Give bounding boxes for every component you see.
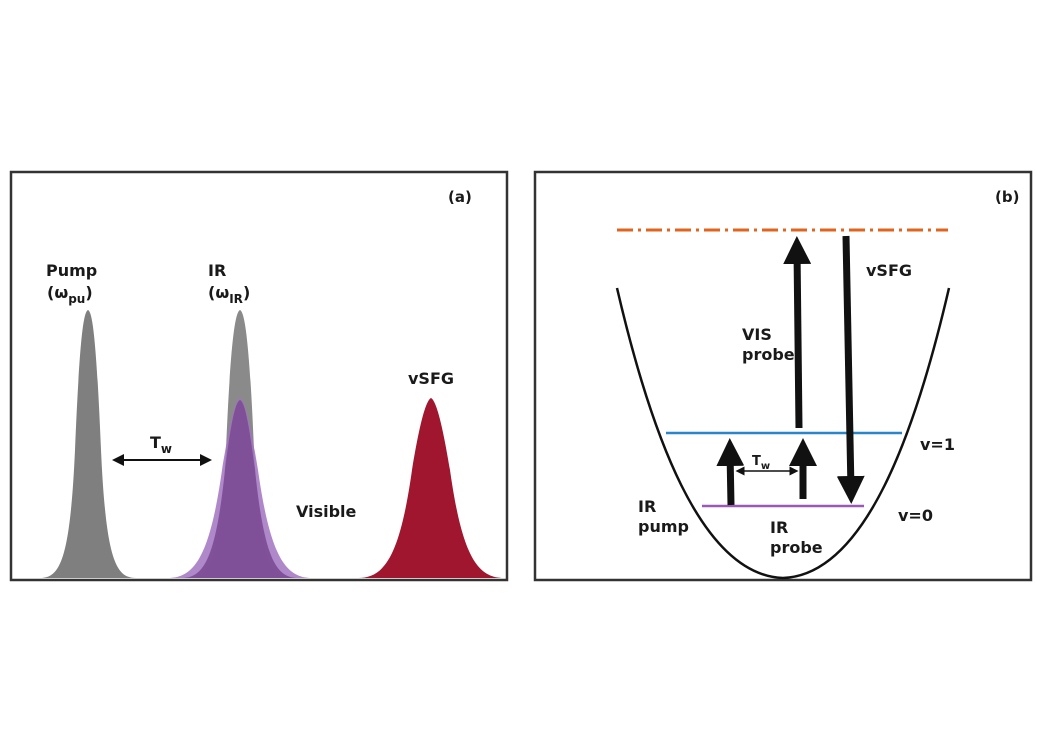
panel-a: (a) Pump (ωpu) IR (ωIR) Tw Visible vSFG: [9, 170, 509, 582]
visible-label: Visible: [296, 502, 357, 521]
ir-pump-label-1: IR: [638, 497, 656, 516]
ir-probe-label-2: probe: [770, 538, 823, 557]
ir-probe-label-1: IR: [770, 518, 788, 537]
panel-b: (b) vSFG VIS probe v=1 v=0 IR pump IR pr…: [533, 170, 1033, 582]
ir-pump-label-2: pump: [638, 517, 689, 536]
ir-pump-arrow: [716, 438, 745, 506]
vsfg-pulse: [358, 398, 504, 578]
vis-probe-label-2: probe: [742, 345, 795, 364]
pump-label: Pump: [46, 261, 97, 280]
vsfg-emission-arrow: [836, 235, 865, 504]
ir-omega-label: (ωIR): [208, 283, 250, 306]
pump-omega-label: (ωpu): [47, 283, 93, 306]
vsfg-label-b: vSFG: [866, 261, 912, 280]
panel-b-frame: [533, 170, 1033, 582]
vis-probe-label-1: VIS: [742, 325, 772, 344]
tw-label-b: Tw: [752, 454, 770, 472]
v0-label: v=0: [898, 506, 933, 525]
tw-label-a: Tw: [150, 433, 172, 456]
vsfg-label-a: vSFG: [408, 369, 454, 388]
vis-probe-arrow: [783, 236, 812, 429]
panel-a-tag: (a): [448, 188, 472, 206]
pump-pulse: [40, 310, 136, 578]
v1-label: v=1: [920, 435, 955, 454]
panel-b-tag: (b): [995, 188, 1019, 206]
ir-label: IR: [208, 261, 226, 280]
potential-well: [615, 287, 951, 580]
visible-pulse-dark: [182, 400, 298, 578]
